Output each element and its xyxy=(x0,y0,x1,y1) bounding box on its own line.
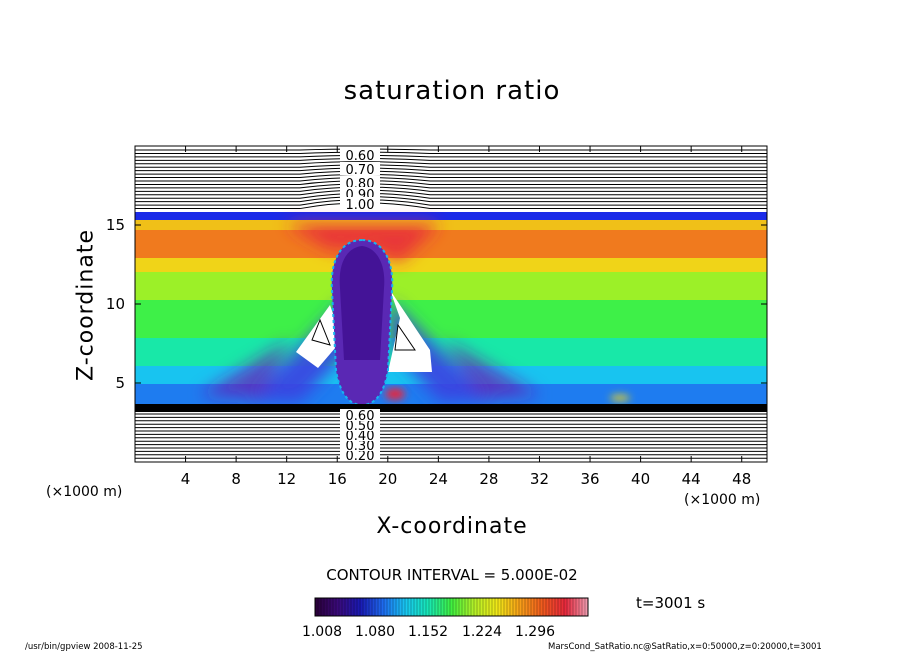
y-tick-label-0: 5 xyxy=(115,374,125,392)
contour-label-lower-1: 0.30 xyxy=(346,439,375,454)
x-unit-label-right: (×1000 m) xyxy=(684,492,761,508)
contour-label-bg-upper-4 xyxy=(340,197,380,210)
contour-label-lower-4: 0.60 xyxy=(346,409,375,424)
x-tick-label-8: 36 xyxy=(580,470,599,488)
colorbar-tick-labels: 1.008 1.080 1.152 1.224 1.296 xyxy=(302,624,555,640)
contour-label-bg-upper-1 xyxy=(340,162,380,175)
contour-label-upper-1: 0.70 xyxy=(346,163,375,178)
contour-label-lower-3: 0.50 xyxy=(346,419,375,434)
x-tick-label-6: 28 xyxy=(479,470,498,488)
x-tick-label-9: 40 xyxy=(631,470,650,488)
contour-label-bg-lower-4 xyxy=(340,409,380,421)
x-axis-label: X-coordinate xyxy=(376,514,528,539)
colorbar-tick-label-4: 1.296 xyxy=(515,624,555,640)
x-tick-label-0: 4 xyxy=(181,470,191,488)
colorbar-gradient xyxy=(315,598,588,616)
contour-label-lower-0: 0.20 xyxy=(346,449,375,464)
y-tick-label-1: 10 xyxy=(106,295,125,313)
contour-label-bg-upper-0 xyxy=(340,148,380,161)
contour-label-bg-lower-1 xyxy=(340,439,380,451)
y-tick-label-2: 15 xyxy=(106,216,125,234)
colorbar-tick-label-2: 1.152 xyxy=(408,624,448,640)
x-tick-label-4: 20 xyxy=(378,470,397,488)
colorbar-tick-label-1: 1.080 xyxy=(355,624,395,640)
footer-data-source: MarsCond_SatRatio.nc@SatRatio,x=0:50000,… xyxy=(548,642,822,652)
footer-program-date: /usr/bin/gpview 2008-11-25 xyxy=(25,642,143,652)
contour-labels: 0.600.700.800.901.000.200.300.400.500.60 xyxy=(340,148,380,464)
contour-label-bg-lower-2 xyxy=(340,429,380,441)
x-tick-label-1: 8 xyxy=(231,470,241,488)
colorbar-frame xyxy=(314,597,589,617)
colorbar-stripes xyxy=(317,598,586,616)
contour-label-bg-lower-0 xyxy=(340,449,380,461)
x-tick-label-2: 12 xyxy=(277,470,296,488)
chart-title: saturation ratio xyxy=(343,76,561,106)
y-axis-ticks: 5 10 15 xyxy=(106,216,767,392)
colorbar-tick-label-3: 1.224 xyxy=(462,624,502,640)
x-tick-label-7: 32 xyxy=(530,470,549,488)
contour-label-bg-upper-2 xyxy=(340,176,380,189)
x-axis-ticks: 4 8 12 16 20 24 28 32 36 40 44 48 xyxy=(181,146,751,488)
colorbar-tick-label-0: 1.008 xyxy=(302,624,342,640)
time-label: t=3001 s xyxy=(636,594,706,612)
x-tick-label-3: 16 xyxy=(328,470,347,488)
contour-interval-label: CONTOUR INTERVAL = 5.000E-02 xyxy=(326,566,578,584)
contour-label-bg-lower-3 xyxy=(340,419,380,431)
contour-label-lower-2: 0.40 xyxy=(346,429,375,444)
x-unit-label-left: (×1000 m) xyxy=(46,484,123,500)
heatmap-field xyxy=(135,146,767,462)
contour-label-upper-0: 0.60 xyxy=(346,149,375,164)
x-tick-label-5: 24 xyxy=(429,470,448,488)
colorbar: 1.008 1.080 1.152 1.224 1.296 xyxy=(302,597,589,640)
x-tick-label-11: 48 xyxy=(732,470,751,488)
x-tick-label-10: 44 xyxy=(682,470,701,488)
contour-label-upper-4: 1.00 xyxy=(346,198,375,213)
contour-line-upper-4 xyxy=(135,161,767,165)
contour-label-bg-upper-3 xyxy=(340,187,380,200)
